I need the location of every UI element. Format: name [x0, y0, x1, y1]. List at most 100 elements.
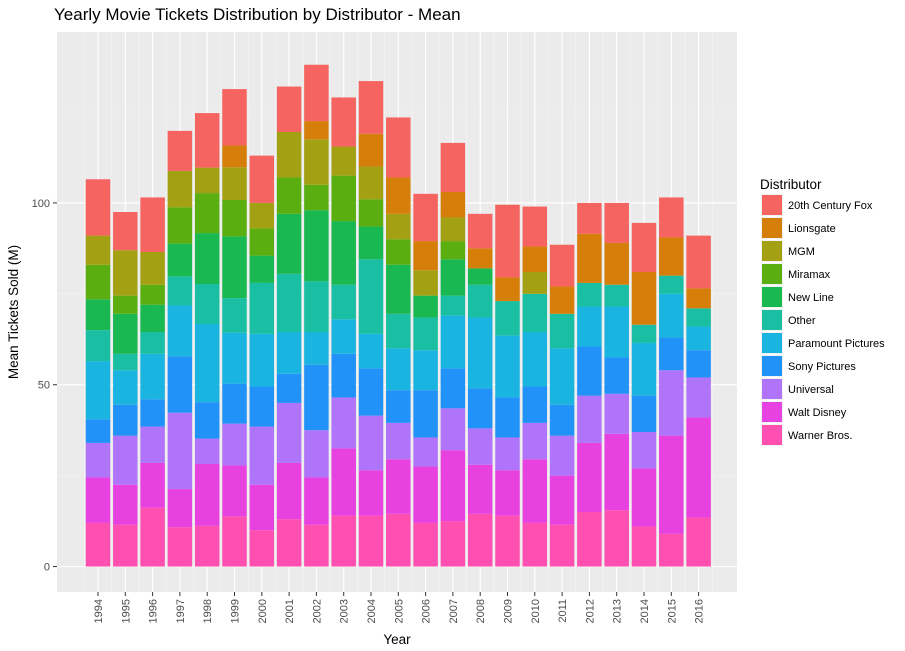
legend-title: Distributor	[760, 177, 822, 192]
bar-segment	[113, 524, 138, 567]
x-tick-label: 2005	[393, 599, 405, 623]
bar-segment	[659, 370, 684, 436]
bar-segment	[386, 177, 411, 214]
bar-segment	[358, 515, 384, 567]
bar-segment	[113, 370, 138, 405]
bar-segment	[577, 395, 602, 443]
bar-segment	[249, 228, 275, 256]
x-tick-label: 2012	[584, 599, 596, 623]
bar-segment	[467, 213, 493, 249]
bar-segment	[358, 133, 384, 167]
legend-label: Miramax	[788, 269, 831, 281]
legend-swatch	[762, 310, 782, 330]
bar-segment	[276, 332, 302, 374]
bar-segment	[631, 324, 657, 343]
bar-segment	[467, 248, 493, 269]
bars-layer	[85, 64, 711, 567]
bar-segment	[495, 515, 520, 567]
bar-segment	[222, 423, 247, 466]
bar-segment	[495, 470, 520, 516]
bar-segment	[549, 524, 575, 567]
legend-label: Lionsgate	[788, 223, 836, 235]
bar-segment	[440, 315, 466, 369]
bar-segment	[304, 184, 329, 211]
bar-segment	[276, 519, 302, 567]
bar-segment	[167, 243, 193, 277]
bar-segment	[413, 241, 438, 271]
legend-swatch	[762, 425, 782, 445]
bar-segment	[386, 264, 411, 314]
bar-segment	[85, 299, 111, 331]
bar-segment	[577, 512, 602, 567]
bar-segment	[686, 308, 711, 327]
bar-segment	[631, 342, 657, 396]
bar-segment	[140, 399, 165, 427]
bar-segment	[386, 117, 411, 178]
bar-segment	[276, 273, 302, 332]
x-tick-label: 1994	[93, 599, 105, 623]
bar-segment	[167, 489, 193, 528]
bar-segment	[686, 326, 711, 351]
legend-label: Paramount Pictures	[788, 338, 885, 350]
bar-segment	[440, 259, 466, 296]
bar-segment	[194, 284, 220, 324]
x-tick-label: 2000	[257, 599, 269, 623]
bar-segment	[194, 233, 220, 284]
bar-segment	[659, 293, 684, 338]
bar-segment	[194, 438, 220, 464]
bar-segment	[249, 333, 275, 387]
legend-swatch	[762, 264, 782, 284]
bar-segment	[577, 233, 602, 283]
bar-segment	[577, 306, 602, 347]
bar-segment	[140, 252, 165, 285]
x-tick-label: 2007	[448, 599, 460, 623]
bar-segment	[577, 442, 602, 512]
bar-segment	[413, 317, 438, 351]
bar-segment	[686, 350, 711, 378]
bar-segment	[358, 415, 384, 471]
bar-segment	[222, 200, 247, 237]
bar-segment	[467, 268, 493, 285]
bar-segment	[440, 142, 466, 192]
bar-segment	[113, 212, 138, 251]
bar-segment	[331, 97, 356, 147]
bar-segment	[194, 525, 220, 567]
bar-segment	[304, 524, 329, 567]
bar-segment	[440, 192, 466, 218]
bar-segment	[113, 435, 138, 485]
bar-segment	[604, 242, 629, 285]
x-tick-label: 1999	[230, 599, 242, 623]
bar-segment	[140, 197, 165, 252]
legend-swatch	[762, 402, 782, 422]
bar-segment	[440, 241, 466, 260]
bar-segment	[467, 284, 493, 318]
bar-segment	[604, 357, 629, 394]
bar-segment	[631, 395, 657, 432]
legend-label: Other	[788, 315, 816, 327]
bar-segment	[549, 404, 575, 436]
bar-segment	[222, 236, 247, 299]
bar-segment	[222, 145, 247, 168]
bar-segment	[358, 333, 384, 369]
bar-segment	[495, 397, 520, 438]
x-tick-label: 2016	[694, 599, 706, 623]
x-tick-label: 1997	[175, 599, 187, 623]
bar-segment	[113, 353, 138, 371]
bar-segment	[604, 202, 629, 243]
bar-segment	[495, 335, 520, 398]
bar-segment	[85, 235, 111, 265]
bar-segment	[631, 526, 657, 567]
bar-segment	[631, 432, 657, 469]
bar-segment	[331, 175, 356, 222]
bar-segment	[413, 270, 438, 296]
bar-segment	[85, 442, 111, 478]
bar-segment	[276, 373, 302, 403]
bar-segment	[522, 246, 548, 272]
bar-segment	[113, 295, 138, 314]
bar-segment	[113, 484, 138, 525]
bar-segment	[440, 408, 466, 451]
bar-segment	[686, 377, 711, 418]
bar-segment	[222, 89, 247, 146]
bar-segment	[194, 464, 220, 526]
legend-label: Sony Pictures	[788, 361, 856, 373]
